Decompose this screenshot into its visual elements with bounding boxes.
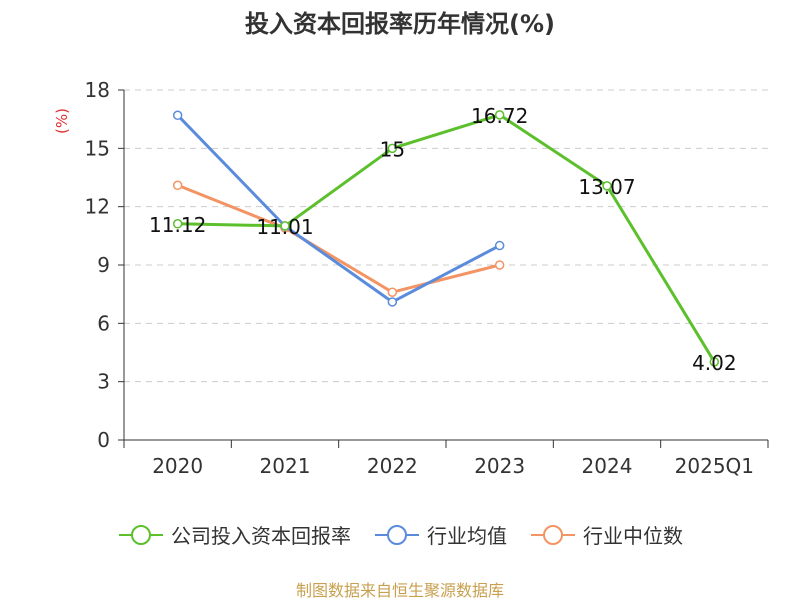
chart-title: 投入资本回报率历年情况(%)	[245, 10, 555, 38]
data-point	[494, 260, 505, 270]
data-label: 16.72	[471, 104, 528, 128]
y-tick-label: 6	[97, 311, 110, 335]
legend: 公司投入资本回报率 行业均值 行业中位数	[0, 520, 800, 549]
x-tick-label: 2025Q1	[675, 454, 754, 478]
x-tick-label: 2020	[152, 454, 203, 478]
legend-item-company[interactable]: 公司投入资本回报率	[117, 520, 351, 549]
series-line-0	[177, 113, 716, 363]
legend-marker-industry-mean	[375, 524, 419, 545]
data-point	[172, 219, 183, 229]
legend-label-industry-mean: 行业均值	[427, 524, 507, 548]
data-label: 4.02	[692, 351, 737, 375]
data-labels: 11.12 11.01 15 16.72 13.07 4.02	[149, 104, 737, 375]
legend-item-industry-mean[interactable]: 行业均值	[373, 520, 507, 549]
data-point	[602, 181, 612, 191]
data-label: 15	[380, 137, 405, 161]
y-tick-label: 3	[97, 370, 110, 394]
y-tick-label: 18	[85, 78, 110, 102]
series-line-1	[176, 114, 501, 304]
x-tick-label: 2023	[474, 454, 525, 478]
y-tick-label: 0	[97, 428, 110, 452]
y-tick-label: 12	[85, 195, 110, 219]
data-point	[172, 110, 183, 121]
series-line-2	[177, 183, 501, 294]
x-tick-label: 2022	[367, 454, 418, 478]
axes: 0 3 6 9 12 15 18 2020 2021 2022 2023 2024 2025Q1	[85, 78, 769, 478]
legend-label-company: 公司投入资本回报率	[171, 524, 351, 548]
legend-item-industry-median[interactable]: 行业中位数	[529, 520, 683, 549]
data-label: 11.01	[256, 215, 313, 239]
legend-marker-industry-median	[531, 524, 575, 545]
data-point	[494, 240, 505, 251]
legend-label-industry-median: 行业中位数	[583, 524, 683, 548]
x-tick-label: 2024	[582, 454, 633, 478]
x-tick-label: 2021	[260, 454, 311, 478]
gridlines	[124, 89, 768, 383]
y-tick-label: 9	[97, 253, 110, 277]
data-point	[387, 143, 398, 154]
y-tick-label: 15	[85, 136, 110, 160]
series-lines	[172, 110, 720, 367]
source-note: 制图数据来自恒生聚源数据库	[295, 581, 504, 600]
data-point	[280, 221, 290, 231]
data-label: 13.07	[578, 175, 635, 199]
data-point	[172, 180, 183, 191]
data-point	[387, 297, 398, 307]
data-point	[709, 357, 720, 367]
legend-marker-company	[119, 524, 163, 545]
data-label: 11.12	[149, 213, 206, 237]
data-point	[494, 110, 505, 120]
data-point	[387, 287, 398, 297]
